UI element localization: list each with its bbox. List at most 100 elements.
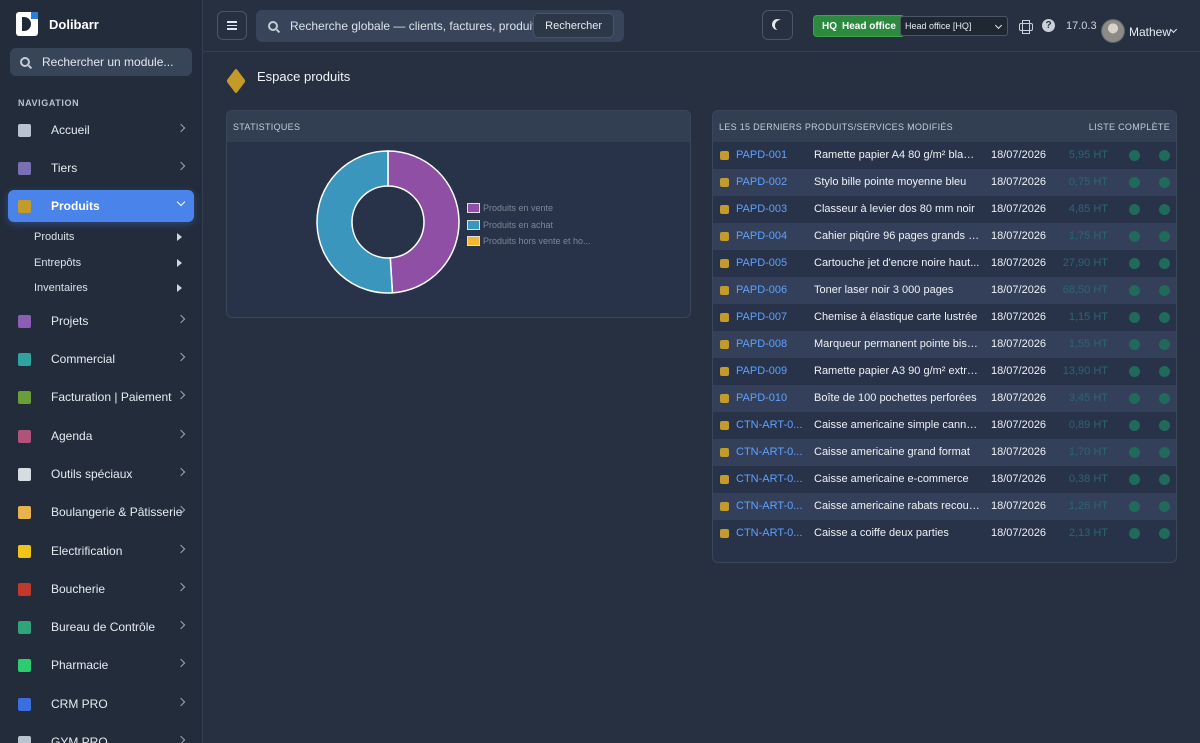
box-icon [720, 178, 729, 187]
entity-select[interactable]: Head office [HQ] [900, 16, 1008, 36]
products-donut-chart [316, 150, 460, 294]
product-ref-link[interactable]: CTN-ART-0... [736, 527, 803, 539]
table-row[interactable]: PAPD-008 Marqueur permanent pointe bise..… [713, 331, 1176, 358]
table-row[interactable]: PAPD-004 Cahier piqûre 96 pages grands c.… [713, 223, 1176, 250]
table-row[interactable]: PAPD-001 Ramette papier A4 80 g/m² blanc.… [713, 142, 1176, 169]
sale-status-icon [1129, 528, 1140, 539]
table-row[interactable]: PAPD-002 Stylo bille pointe moyenne bleu 1… [713, 169, 1176, 196]
product-ref-link[interactable]: PAPD-001 [736, 149, 788, 161]
sale-status-icon [1129, 366, 1140, 377]
table-row[interactable]: PAPD-009 Ramette papier A3 90 g/m² extra.… [713, 358, 1176, 385]
sidebar-item-bureau-de-contr-le[interactable]: Bureau de Contrôle [8, 611, 194, 643]
sidebar-item-facturation-paiement[interactable]: Facturation | Paiement [8, 381, 194, 413]
table-row[interactable]: PAPD-007 Chemise à élastique carte lustré… [713, 304, 1176, 331]
brand[interactable]: Dolibarr [16, 12, 99, 36]
sidebar-item-accueil[interactable]: Accueil [8, 114, 194, 146]
box-icon [720, 232, 729, 241]
product-ref-link[interactable]: CTN-ART-0... [736, 419, 803, 431]
dolibarr-logo-icon [16, 12, 38, 36]
donut-slice-1[interactable] [316, 150, 394, 294]
legend-entry[interactable]: Produits en achat [467, 217, 591, 234]
product-ref-link[interactable]: PAPD-004 [736, 230, 788, 242]
submenu-item[interactable]: Produits [34, 227, 184, 247]
full-list-link[interactable]: LISTE COMPLÈTE [1088, 122, 1170, 132]
product-ref-link[interactable]: PAPD-007 [736, 311, 788, 323]
sidebar-item-agenda[interactable]: Agenda [8, 420, 194, 452]
sidebar-item-commercial[interactable]: Commercial [8, 343, 194, 375]
stats-card: STATISTIQUES Produits en vente Produits e… [226, 110, 691, 318]
sidebar-item-label: Commercial [51, 352, 116, 366]
product-ref-link[interactable]: CTN-ART-0... [736, 500, 803, 512]
product-price: 13,90 HT [1062, 365, 1108, 377]
table-row[interactable]: CTN-ART-0... Caisse americaine simple can… [713, 412, 1176, 439]
sidebar-item-label: Boulangerie & Pâtisserie [51, 505, 183, 519]
legend-label: Produits en vente [483, 203, 554, 214]
box-icon [720, 448, 729, 457]
help-icon[interactable]: ? [1042, 19, 1055, 32]
product-ref-link[interactable]: CTN-ART-0... [736, 473, 803, 485]
product-date: 18/07/2026 [991, 230, 1047, 242]
sidebar-item-outils-sp-ciaux[interactable]: Outils spéciaux [8, 458, 194, 490]
sidebar-item-pharmacie[interactable]: Pharmacie [8, 649, 194, 681]
brand-name: Dolibarr [49, 16, 99, 32]
entity-badge-label: Head office [842, 20, 896, 32]
product-ref-link[interactable]: PAPD-006 [736, 284, 788, 296]
donut-slice-0[interactable] [387, 150, 460, 294]
stats-card-title: STATISTIQUES [233, 121, 301, 132]
sidebar-item-tiers[interactable]: Tiers [8, 152, 194, 184]
module-search-input[interactable]: Rechercher un module... [10, 48, 192, 76]
purchase-status-icon [1159, 447, 1170, 458]
entity-badge-code: HQ [822, 20, 837, 32]
stats-card-header: STATISTIQUES [227, 111, 690, 142]
sidebar-item-gym-pro[interactable]: GYM PRO [8, 726, 194, 743]
product-label: Caisse a coiffe deux parties [814, 527, 949, 539]
sale-status-icon [1129, 258, 1140, 269]
product-price: 68,50 HT [1062, 284, 1108, 296]
sidebar-item-crm-pro[interactable]: CRM PRO [8, 688, 194, 720]
product-label: Ramette papier A3 90 g/m² extra... [814, 365, 980, 377]
chevron-right-icon [176, 429, 186, 439]
submenu-item[interactable]: Entrepôts [34, 253, 184, 273]
box-icon [720, 205, 729, 214]
product-label: Caisse americaine grand format [814, 446, 970, 458]
username[interactable]: Mathew [1129, 25, 1172, 39]
sidebar-item-boulangerie-p-tisserie[interactable]: Boulangerie & Pâtisserie [8, 496, 194, 528]
product-ref-link[interactable]: PAPD-010 [736, 392, 788, 404]
product-ref-link[interactable]: CTN-ART-0... [736, 446, 803, 458]
table-row[interactable]: PAPD-010 Boîte de 100 pochettes perforées… [713, 385, 1176, 412]
table-row[interactable]: CTN-ART-0... Caisse americaine rabats rec… [713, 493, 1176, 520]
print-icon[interactable] [1019, 20, 1033, 34]
hamburger-icon [227, 21, 237, 23]
product-ref-link[interactable]: PAPD-002 [736, 176, 788, 188]
product-date: 18/07/2026 [991, 257, 1047, 269]
global-search-button[interactable]: Rechercher [533, 13, 614, 38]
purchase-status-icon [1159, 177, 1170, 188]
legend-swatch [467, 236, 480, 247]
entity-badge[interactable]: HQ Head office [813, 15, 905, 37]
table-row[interactable]: CTN-ART-0... Caisse americaine grand form… [713, 439, 1176, 466]
avatar[interactable] [1101, 19, 1125, 43]
product-ref-link[interactable]: PAPD-008 [736, 338, 788, 350]
global-search-input[interactable]: Recherche globale — clients, factures, p… [256, 10, 624, 42]
legend-entry[interactable]: Produits en vente [467, 200, 591, 217]
product-ref-link[interactable]: PAPD-009 [736, 365, 788, 377]
sidebar-item-electrification[interactable]: Electrification [8, 535, 194, 567]
box-icon [720, 529, 729, 538]
product-ref-link[interactable]: PAPD-003 [736, 203, 788, 215]
legend-entry[interactable]: Produits hors vente et ho... [467, 233, 591, 250]
table-row[interactable]: PAPD-003 Classeur à levier dos 80 mm noir… [713, 196, 1176, 223]
cross-icon [16, 657, 32, 673]
sidebar-item-produits[interactable]: Produits [8, 190, 194, 222]
table-row[interactable]: CTN-ART-0... Caisse americaine e-commerce… [713, 466, 1176, 493]
table-row[interactable]: CTN-ART-0... Caisse a coiffe deux parties… [713, 520, 1176, 547]
table-row[interactable]: PAPD-005 Cartouche jet d'encre noire haut… [713, 250, 1176, 277]
menu-toggle-button[interactable] [217, 11, 247, 40]
sidebar-item-boucherie[interactable]: Boucherie [8, 573, 194, 605]
theme-toggle-button[interactable] [762, 10, 793, 40]
product-date: 18/07/2026 [991, 527, 1047, 539]
sidebar-item-projets[interactable]: Projets [8, 305, 194, 337]
submenu-item[interactable]: Inventaires [34, 278, 184, 298]
table-row[interactable]: PAPD-006 Toner laser noir 3 000 pages 18/0… [713, 277, 1176, 304]
calendar-icon [16, 428, 32, 444]
product-ref-link[interactable]: PAPD-005 [736, 257, 788, 269]
